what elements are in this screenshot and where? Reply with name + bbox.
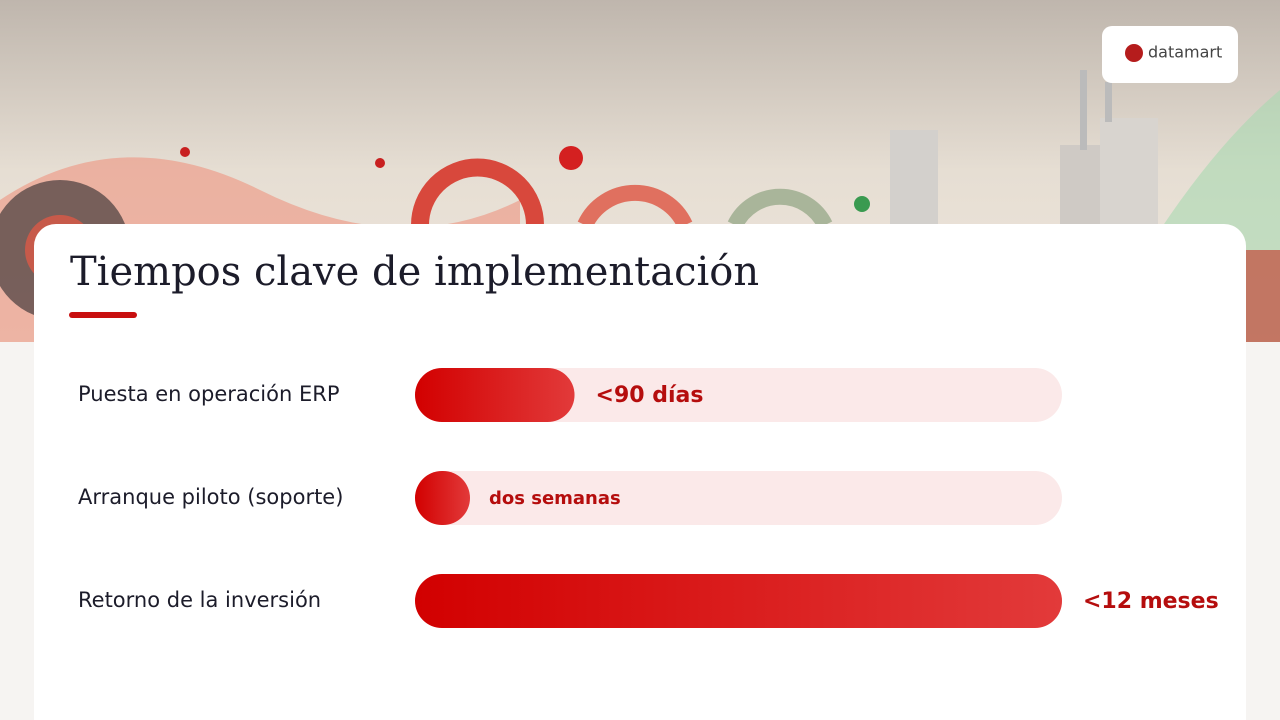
category-label: Arranque piloto (soporte) (78, 485, 343, 509)
category-label: Puesta en operación ERP (78, 382, 340, 406)
bar-track (415, 368, 1062, 422)
bar-track (415, 471, 1062, 525)
chart-title: Tiempos clave de implementación (70, 249, 759, 295)
bar (415, 471, 470, 525)
value-label: <12 meses (1083, 589, 1219, 614)
logo-box (1102, 26, 1238, 83)
logo: datamart (1148, 43, 1222, 62)
value-label: <90 días (596, 383, 704, 408)
bar (415, 574, 1062, 628)
value-label: dos semanas (489, 488, 621, 509)
category-label: Retorno de la inversión (78, 588, 321, 612)
bar (415, 368, 575, 422)
logo-icon (1125, 44, 1143, 62)
title-underline (69, 312, 137, 318)
